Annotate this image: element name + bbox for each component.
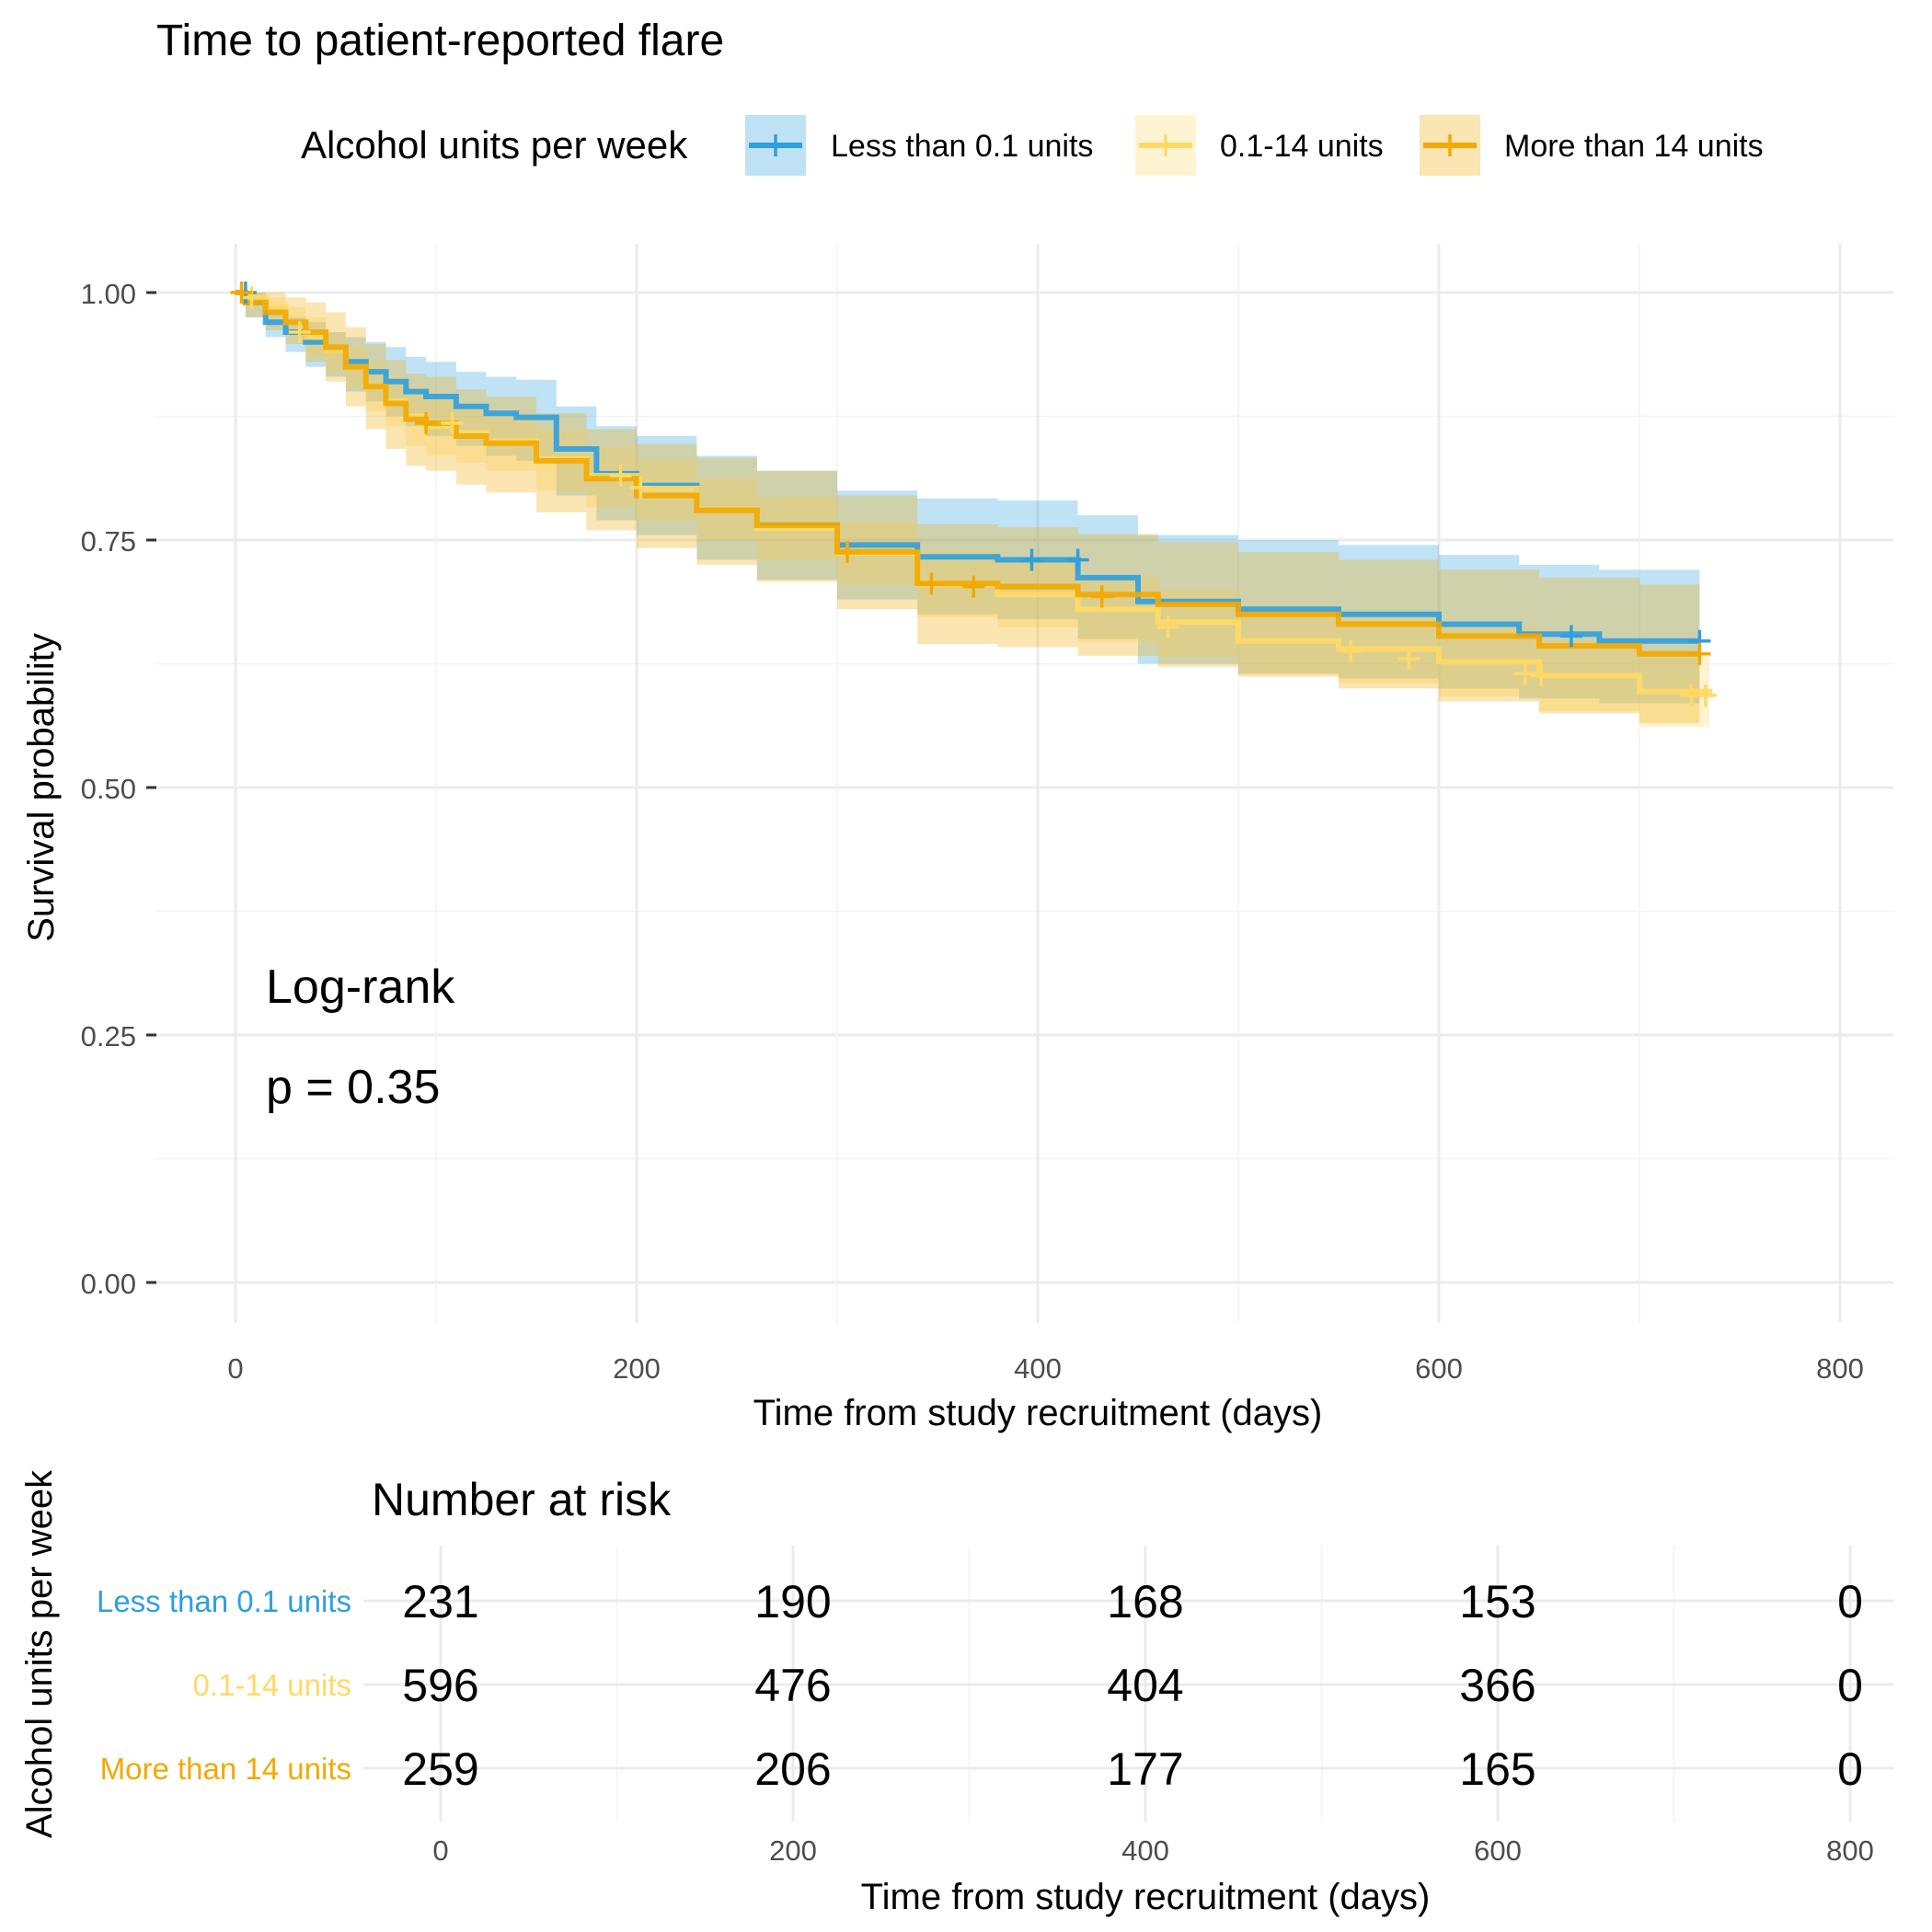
y-axis-label: Survival probability (21, 633, 62, 942)
x-tick-label: 200 (613, 1352, 661, 1385)
risk-count: 476 (754, 1660, 831, 1711)
legend-item: Less than 0.1 units (745, 115, 1093, 176)
censor-mark (1066, 548, 1089, 571)
risk-count: 190 (754, 1576, 831, 1627)
censor-mark (1090, 585, 1113, 608)
risk-x-tick-label: 200 (769, 1834, 817, 1867)
risk-row-label: 0.1-14 units (193, 1668, 351, 1702)
legend-label: Less than 0.1 units (831, 129, 1093, 164)
risk-count: 153 (1459, 1576, 1535, 1627)
risk-count: 404 (1107, 1660, 1183, 1711)
y-tick-label: 0.50 (81, 773, 136, 805)
censor-mark (1688, 642, 1711, 665)
risk-table-title: Number at risk (372, 1474, 672, 1525)
legend-label: 0.1-14 units (1220, 129, 1384, 164)
main-plot-panel: 0.00 0.25 0.50 0.75 1.00 0 200 400 600 800 (81, 244, 1893, 1385)
legend-label: More than 14 units (1504, 129, 1764, 164)
legend-title: Alcohol units per week (301, 123, 688, 167)
censor-mark (1530, 664, 1553, 687)
censor-mark (415, 412, 438, 435)
censor-mark (1694, 684, 1717, 707)
logrank-label: Log-rank (266, 960, 455, 1014)
risk-count: 0 (1837, 1576, 1863, 1627)
chart-title: Time to patient-reported flare (156, 17, 724, 65)
y-tick-label: 0.00 (81, 1268, 136, 1300)
censor-mark (835, 540, 858, 563)
censor-mark (288, 321, 311, 344)
censor-mark (1020, 548, 1043, 571)
risk-x-tick-label: 800 (1826, 1834, 1874, 1867)
x-tick-label: 800 (1816, 1352, 1864, 1385)
survival-line-2 (236, 290, 1700, 657)
censor-mark (1513, 662, 1536, 685)
y-tick-label: 0.25 (81, 1020, 136, 1052)
risk-table: Number at risk 231 190 168 153 0 596 476 404 366… (19, 1469, 1893, 1917)
censor-mark (441, 412, 464, 435)
x-tick-label: 600 (1415, 1352, 1463, 1385)
risk-count: 231 (402, 1576, 478, 1627)
risk-x-tick-label: 600 (1474, 1834, 1522, 1867)
risk-x-tick-label: 0 (432, 1834, 448, 1867)
p-value-label: p = 0.35 (266, 1061, 440, 1114)
legend-item: 0.1-14 units (1135, 115, 1384, 176)
censor-mark (629, 476, 652, 499)
risk-count: 596 (402, 1660, 478, 1711)
legend-item: More than 14 units (1420, 115, 1764, 176)
risk-table-x-label: Time from study recruitment (days) (861, 1877, 1431, 1917)
x-axis-label: Time from study recruitment (days) (753, 1393, 1323, 1433)
risk-count: 177 (1107, 1743, 1183, 1795)
risk-table-y-label: Alcohol units per week (19, 1469, 60, 1838)
censor-mark (230, 282, 253, 304)
censor-mark (240, 286, 263, 309)
risk-row-label: More than 14 units (100, 1752, 351, 1786)
censor-mark (1397, 648, 1420, 671)
x-tick-label: 400 (1014, 1352, 1062, 1385)
y-tick-label: 1.00 (81, 278, 136, 310)
censor-mark (1156, 615, 1179, 638)
confidence-band-0 (236, 293, 1700, 704)
x-tick-label: 0 (227, 1352, 243, 1385)
censor-mark (1559, 625, 1582, 648)
risk-count: 206 (754, 1743, 831, 1795)
censor-mark (962, 575, 985, 598)
risk-row-label: Less than 0.1 units (97, 1584, 351, 1618)
censor-mark (1340, 639, 1363, 662)
risk-x-tick-label: 400 (1121, 1834, 1169, 1867)
risk-count: 366 (1459, 1660, 1535, 1711)
legend: Alcohol units per week Less than 0.1 uni… (301, 115, 1764, 176)
risk-count: 259 (402, 1743, 478, 1795)
risk-count: 0 (1837, 1660, 1863, 1711)
censor-mark (920, 572, 943, 595)
risk-count: 168 (1107, 1576, 1183, 1627)
risk-count: 0 (1837, 1743, 1863, 1795)
censor-mark (609, 465, 632, 488)
risk-count: 165 (1459, 1743, 1535, 1795)
y-tick-label: 0.75 (81, 525, 136, 558)
